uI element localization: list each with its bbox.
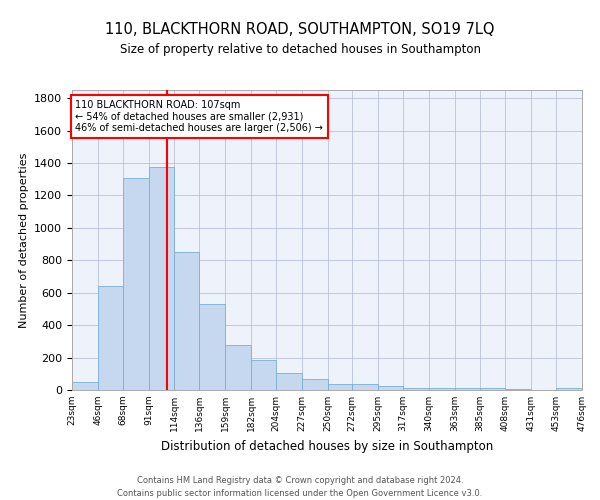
Bar [199, 304, 225, 390]
Bar [505, 389, 532, 390]
Text: 110 BLACKTHORN ROAD: 107sqm
← 54% of detached houses are smaller (2,931)
46% of : 110 BLACKTHORN ROAD: 107sqm ← 54% of det… [76, 100, 323, 133]
Text: Size of property relative to detached houses in Southampton: Size of property relative to detached ho… [119, 42, 481, 56]
Text: Contains HM Land Registry data © Crown copyright and database right 2024.
Contai: Contains HM Land Registry data © Crown c… [118, 476, 482, 498]
Bar [98, 286, 122, 390]
Bar [276, 373, 302, 390]
Bar [122, 178, 149, 390]
Bar [251, 360, 276, 390]
Bar [429, 388, 455, 390]
Bar [378, 386, 403, 390]
Y-axis label: Number of detached properties: Number of detached properties [19, 152, 29, 328]
Bar [352, 384, 378, 390]
Bar [302, 380, 328, 390]
Bar [403, 388, 429, 390]
Bar [225, 346, 251, 390]
Bar [72, 382, 98, 390]
Bar [556, 388, 582, 390]
Bar [175, 252, 199, 390]
Bar [328, 384, 352, 390]
X-axis label: Distribution of detached houses by size in Southampton: Distribution of detached houses by size … [161, 440, 493, 452]
Text: 110, BLACKTHORN ROAD, SOUTHAMPTON, SO19 7LQ: 110, BLACKTHORN ROAD, SOUTHAMPTON, SO19 … [105, 22, 495, 38]
Bar [479, 388, 505, 390]
Bar [149, 167, 175, 390]
Bar [455, 388, 479, 390]
